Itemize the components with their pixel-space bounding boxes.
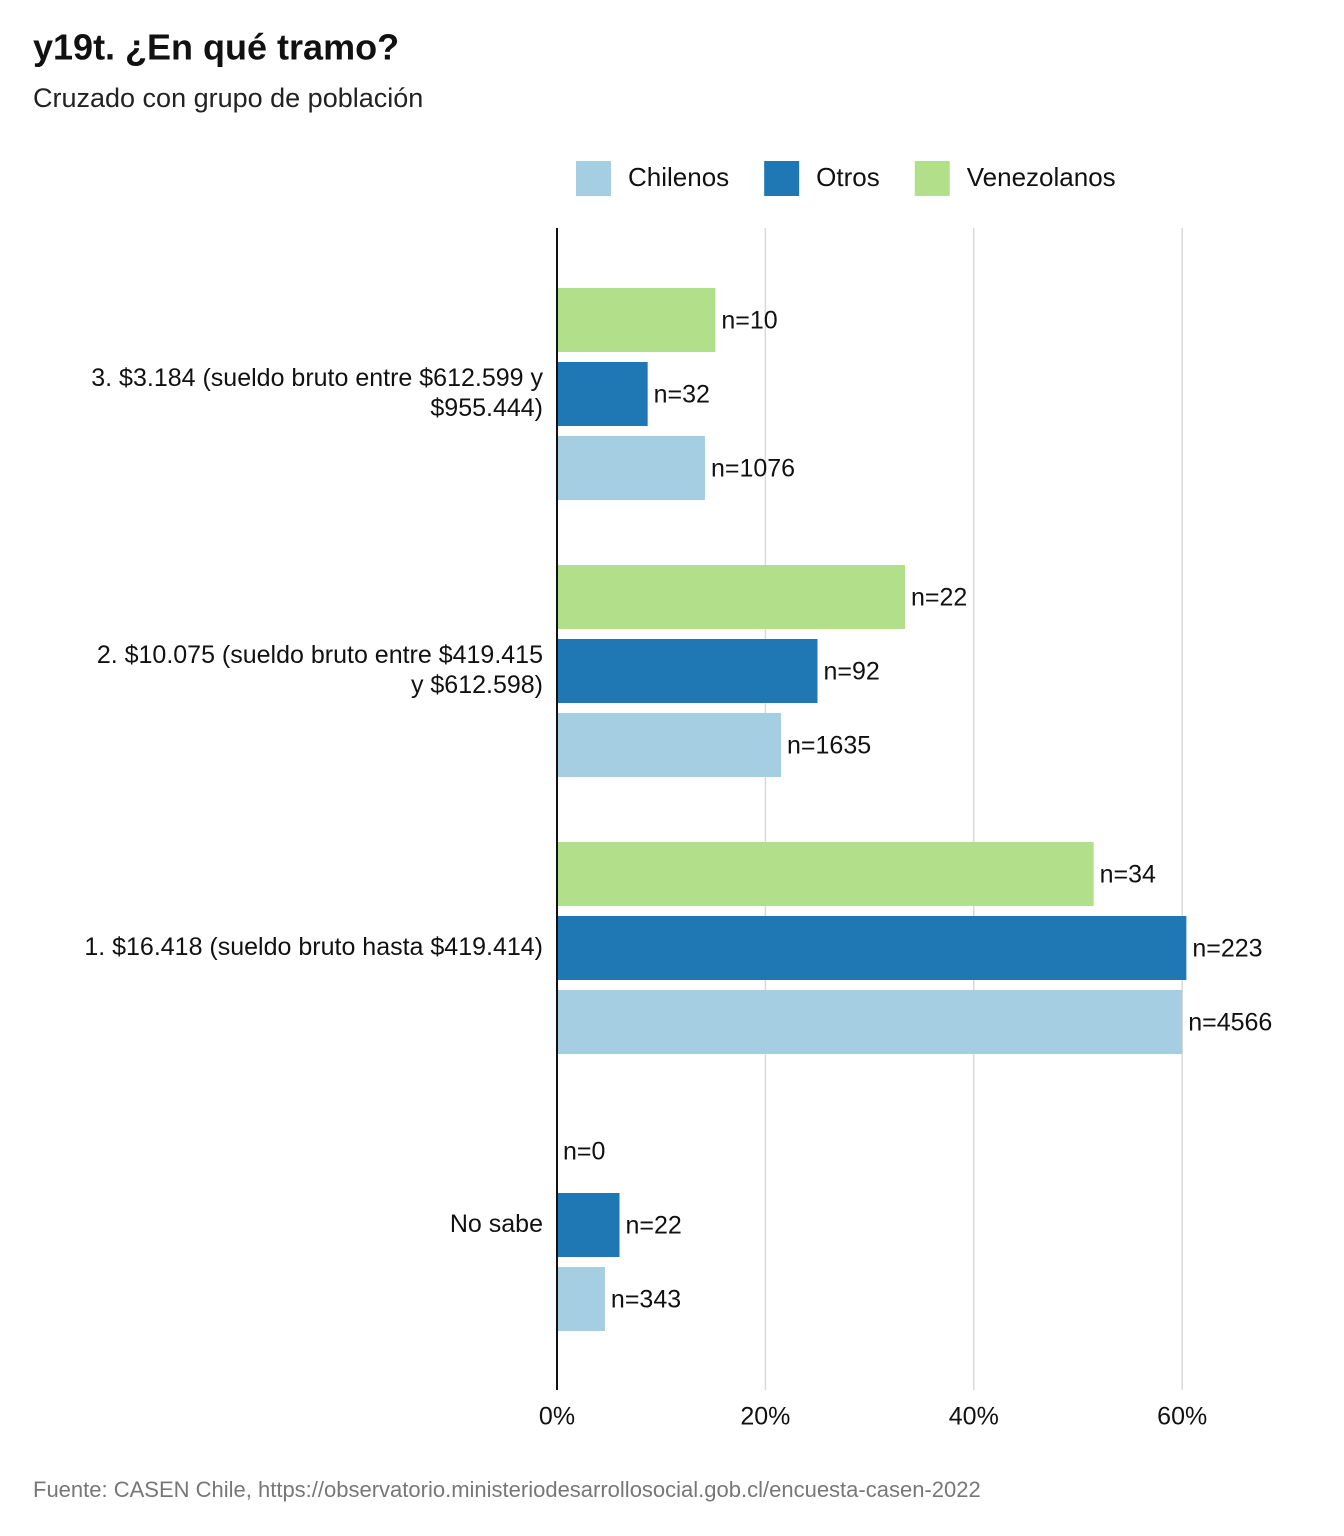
value-label: n=32	[654, 381, 710, 409]
x-tick-label: 20%	[740, 1403, 790, 1431]
chart-subtitle: Cruzado con grupo de población	[33, 83, 423, 113]
legend-swatch	[576, 161, 611, 196]
value-label: n=343	[611, 1286, 681, 1314]
bar	[557, 565, 906, 629]
value-label: n=0	[563, 1138, 605, 1166]
legend-label: Venezolanos	[967, 162, 1116, 192]
x-tick-label: 40%	[949, 1403, 999, 1431]
bar	[557, 990, 1183, 1054]
x-tick-label: 0%	[539, 1403, 575, 1431]
bar	[557, 713, 782, 777]
source-note: Fuente: CASEN Chile, https://observatori…	[33, 1477, 981, 1502]
value-label: n=34	[1100, 861, 1156, 889]
bar	[557, 639, 818, 703]
value-label: n=22	[911, 584, 967, 612]
y-tick-label: 1. $16.418 (sueldo bruto hasta $419.414)	[84, 933, 543, 961]
value-label: n=4566	[1188, 1009, 1272, 1037]
value-label: n=223	[1192, 935, 1262, 963]
value-label: n=10	[721, 307, 777, 335]
value-label: n=1635	[787, 732, 871, 760]
y-tick-label: 2. $10.075 (sueldo bruto entre $419.415 y…	[97, 641, 543, 699]
x-tick-label: 60%	[1157, 1403, 1207, 1431]
bar	[557, 916, 1187, 980]
value-label: n=1076	[711, 455, 795, 483]
chart-title: y19t. ¿En qué tramo?	[33, 27, 399, 68]
legend-label: Otros	[816, 162, 880, 192]
bar	[557, 288, 716, 352]
bar	[557, 1193, 620, 1257]
value-label: n=92	[824, 658, 880, 686]
legend-label: Chilenos	[628, 162, 729, 192]
bar	[557, 1267, 605, 1331]
y-tick-label: No sabe	[450, 1210, 543, 1238]
value-label: n=22	[626, 1212, 682, 1240]
legend-swatch	[764, 161, 800, 196]
legend-swatch	[914, 161, 950, 196]
y-tick-label: 3. $3.184 (sueldo bruto entre $612.599 y…	[91, 364, 543, 422]
bar	[557, 436, 705, 500]
bar	[557, 842, 1094, 906]
bar	[557, 362, 648, 426]
